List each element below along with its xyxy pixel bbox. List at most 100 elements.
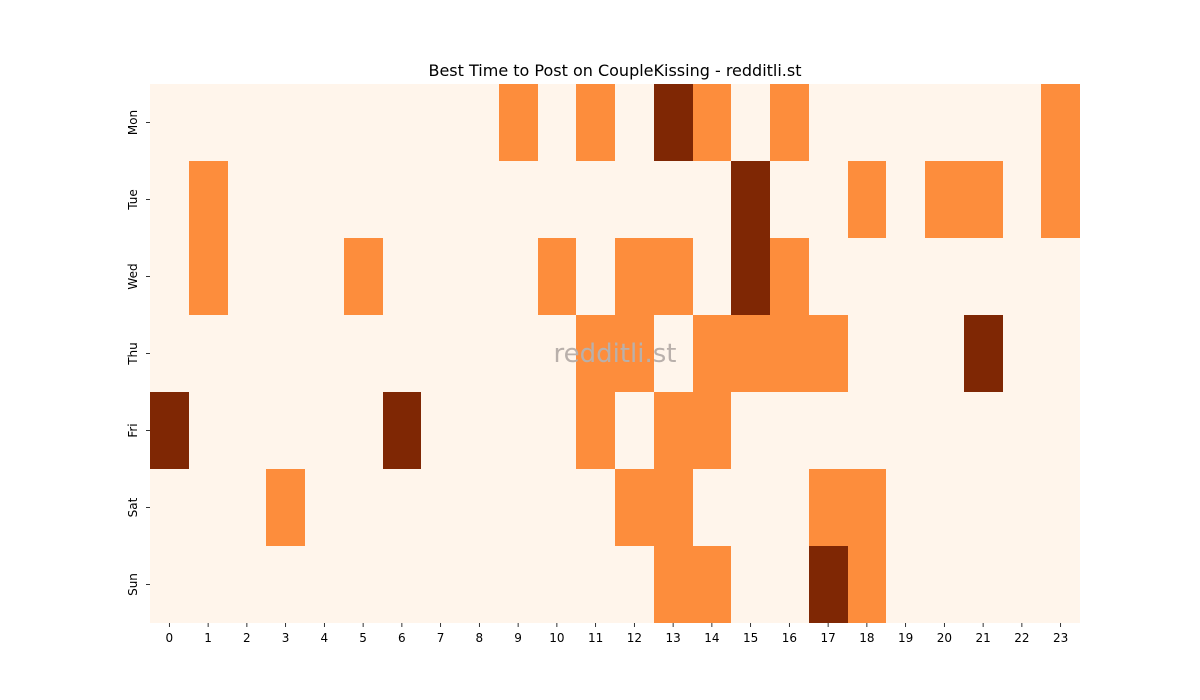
- heatmap-cell-wed-1: [189, 238, 228, 315]
- heatmap-cell-fri-15: [731, 392, 770, 469]
- heatmap-cell-thu-13: [654, 315, 693, 392]
- y-tick-label: Wed: [126, 263, 140, 289]
- heatmap-cell-fri-16: [770, 392, 809, 469]
- heatmap-cell-sat-16: [770, 469, 809, 546]
- heatmap-cell-fri-1: [189, 392, 228, 469]
- heatmap-cell-sun-5: [344, 546, 383, 623]
- heatmap-cell-thu-6: [383, 315, 421, 392]
- heatmap-cell-sun-19: [886, 546, 925, 623]
- heatmap-cell-thu-23: [1041, 315, 1080, 392]
- heatmap-cell-thu-18: [848, 315, 886, 392]
- x-tick-label: 11: [588, 631, 603, 645]
- heatmap-cell-mon-8: [460, 84, 499, 161]
- x-tick-label: 22: [1014, 631, 1029, 645]
- heatmap-cell-thu-8: [460, 315, 499, 392]
- heatmap-cell-fri-12: [615, 392, 654, 469]
- heatmap-cell-sat-20: [925, 469, 964, 546]
- heatmap-cell-sat-8: [460, 469, 499, 546]
- x-tick-label: 20: [937, 631, 952, 645]
- heatmap-cell-mon-13: [654, 84, 693, 161]
- heatmap-cell-mon-5: [344, 84, 383, 161]
- x-tick-label: 1: [204, 631, 212, 645]
- heatmap-cell-fri-19: [886, 392, 925, 469]
- x-tick-label: 16: [782, 631, 797, 645]
- heatmap-cell-thu-0: [150, 315, 189, 392]
- heatmap-cell-sun-13: [654, 546, 693, 623]
- heatmap-cell-thu-10: [538, 315, 576, 392]
- heatmap-cell-sat-6: [383, 469, 421, 546]
- chart-title: Best Time to Post on CoupleKissing - red…: [428, 61, 801, 80]
- heatmap-cell-thu-22: [1003, 315, 1041, 392]
- x-tick-label: 4: [321, 631, 329, 645]
- heatmap-cell-tue-7: [421, 161, 460, 238]
- heatmap-cell-wed-7: [421, 238, 460, 315]
- heatmap-cell-fri-3: [266, 392, 305, 469]
- x-tick-label: 12: [627, 631, 642, 645]
- x-tick-label: 10: [549, 631, 564, 645]
- heatmap-cell-mon-10: [538, 84, 576, 161]
- heatmap-cell-wed-6: [383, 238, 421, 315]
- heatmap-cell-fri-22: [1003, 392, 1041, 469]
- heatmap-cell-fri-2: [228, 392, 266, 469]
- heatmap-cell-mon-22: [1003, 84, 1041, 161]
- heatmap-cell-tue-18: [848, 161, 886, 238]
- heatmap-cell-tue-15: [731, 161, 770, 238]
- heatmap-cell-mon-7: [421, 84, 460, 161]
- heatmap-cell-tue-1: [189, 161, 228, 238]
- heatmap-cell-sun-10: [538, 546, 576, 623]
- heatmap-cell-wed-5: [344, 238, 383, 315]
- heatmap-cell-wed-10: [538, 238, 576, 315]
- heatmap-cell-tue-5: [344, 161, 383, 238]
- heatmap-cell-tue-13: [654, 161, 693, 238]
- x-tick-label: 5: [359, 631, 367, 645]
- y-tick-label: Sat: [126, 497, 140, 517]
- heatmap-cell-tue-14: [693, 161, 731, 238]
- heatmap-cell-mon-6: [383, 84, 421, 161]
- heatmap-cell-tue-20: [925, 161, 964, 238]
- heatmap-cell-mon-16: [770, 84, 809, 161]
- heatmap-cells: [150, 84, 1080, 623]
- heatmap-cell-fri-20: [925, 392, 964, 469]
- heatmap-cell-sat-2: [228, 469, 266, 546]
- heatmap-cell-thu-5: [344, 315, 383, 392]
- heatmap-cell-sun-2: [228, 546, 266, 623]
- heatmap-cell-sun-0: [150, 546, 189, 623]
- heatmap-cell-tue-19: [886, 161, 925, 238]
- heatmap-cell-thu-11: [576, 315, 615, 392]
- heatmap-cell-sat-9: [499, 469, 538, 546]
- heatmap-cell-mon-20: [925, 84, 964, 161]
- heatmap-cell-thu-9: [499, 315, 538, 392]
- heatmap-cell-wed-4: [305, 238, 344, 315]
- heatmap-cell-tue-3: [266, 161, 305, 238]
- heatmap-cell-tue-9: [499, 161, 538, 238]
- heatmap-cell-wed-19: [886, 238, 925, 315]
- heatmap-cell-fri-10: [538, 392, 576, 469]
- x-tick-label: 17: [820, 631, 835, 645]
- heatmap-cell-thu-14: [693, 315, 731, 392]
- heatmap-cell-sat-11: [576, 469, 615, 546]
- x-tick-label: 9: [514, 631, 522, 645]
- heatmap-cell-sun-22: [1003, 546, 1041, 623]
- heatmap-cell-thu-1: [189, 315, 228, 392]
- heatmap-cell-mon-0: [150, 84, 189, 161]
- y-tick-label: Tue: [126, 189, 140, 211]
- heatmap-cell-tue-21: [964, 161, 1003, 238]
- heatmap-cell-mon-4: [305, 84, 344, 161]
- heatmap-cell-sat-21: [964, 469, 1003, 546]
- heatmap-cell-sat-7: [421, 469, 460, 546]
- heatmap-cell-sat-3: [266, 469, 305, 546]
- y-tick-label: Mon: [126, 110, 140, 135]
- heatmap-cell-thu-12: [615, 315, 654, 392]
- y-tick-label: Sun: [126, 573, 140, 596]
- heatmap-cell-mon-2: [228, 84, 266, 161]
- heatmap-cell-wed-13: [654, 238, 693, 315]
- heatmap-cell-mon-11: [576, 84, 615, 161]
- heatmap-cell-sun-11: [576, 546, 615, 623]
- heatmap-cell-mon-3: [266, 84, 305, 161]
- heatmap-cell-mon-21: [964, 84, 1003, 161]
- heatmap-cell-tue-4: [305, 161, 344, 238]
- x-tick-label: 23: [1053, 631, 1068, 645]
- heatmap-cell-sat-15: [731, 469, 770, 546]
- heatmap-cell-wed-21: [964, 238, 1003, 315]
- heatmap-cell-fri-7: [421, 392, 460, 469]
